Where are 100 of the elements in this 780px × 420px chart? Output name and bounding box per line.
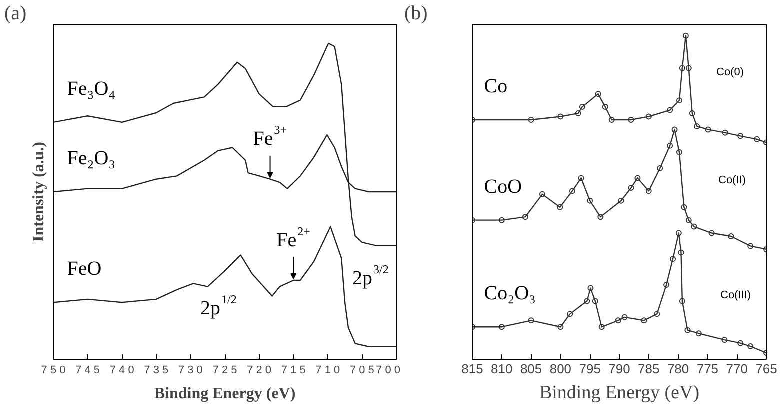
point — [628, 116, 634, 123]
x-tick-label: 790 — [608, 362, 630, 376]
x-tick-label: 7 2 5 — [212, 364, 238, 376]
point — [557, 204, 564, 210]
text: (a) — [4, 2, 27, 24]
point — [498, 217, 505, 224]
annotation: Co(II) — [718, 174, 746, 186]
point — [708, 230, 715, 236]
point — [684, 327, 691, 334]
point — [592, 298, 598, 304]
point — [689, 110, 696, 117]
point — [676, 230, 682, 236]
x-axis-title: Binding Energy (eV) — [154, 386, 296, 402]
point — [646, 188, 652, 194]
point — [587, 198, 594, 204]
annotation: Co(III) — [720, 290, 752, 302]
point — [738, 133, 744, 140]
x-tick-label: 800 — [550, 362, 572, 376]
point — [598, 214, 604, 220]
point — [622, 314, 628, 320]
point — [696, 330, 702, 337]
x-tick-label: 775 — [696, 362, 719, 376]
x-tick-label: 7 0 0 — [376, 364, 401, 376]
point — [588, 285, 594, 292]
point — [657, 166, 664, 172]
point — [682, 32, 689, 39]
x-tick-label: 785 — [638, 362, 660, 376]
point — [528, 318, 534, 324]
point — [628, 184, 634, 191]
x-axis-title: Binding Energy (eV) — [539, 382, 700, 404]
text: (b) — [404, 2, 428, 24]
series-label: FeO — [67, 258, 102, 280]
series-label: Co₂O₃ — [484, 282, 536, 305]
point — [618, 198, 624, 204]
point — [705, 126, 712, 133]
point — [667, 142, 674, 149]
point — [754, 136, 760, 142]
point — [641, 318, 648, 324]
point — [579, 104, 586, 110]
series-label: Co — [484, 75, 508, 98]
point — [567, 311, 574, 318]
x-tick-label: 795 — [579, 362, 601, 376]
point — [608, 116, 615, 123]
point — [615, 318, 622, 324]
point — [722, 337, 728, 344]
x-tick-label: 7 2 0 — [247, 364, 272, 376]
point — [728, 234, 734, 240]
x-tick-label: 805 — [520, 362, 542, 376]
point — [498, 324, 505, 330]
point — [679, 298, 686, 304]
point — [681, 204, 688, 210]
point — [595, 91, 602, 98]
point — [522, 214, 528, 220]
point — [664, 282, 670, 288]
x-tick-label: 765 — [756, 362, 778, 376]
point — [584, 298, 590, 304]
point — [558, 324, 564, 330]
point — [722, 130, 728, 136]
point — [686, 65, 692, 72]
point — [679, 65, 686, 72]
point — [539, 191, 546, 198]
point — [670, 256, 676, 262]
point — [598, 324, 605, 330]
point — [694, 123, 700, 130]
point — [748, 344, 754, 350]
point — [575, 110, 582, 117]
x-tick-label: 7 4 5 — [76, 364, 100, 376]
series-label: Fe₃O₄ — [67, 78, 116, 100]
point — [654, 311, 660, 318]
point — [678, 250, 684, 256]
x-tick-label: 770 — [726, 362, 748, 376]
x-tick-label: 815 — [462, 362, 484, 376]
x-tick-label: 810 — [491, 362, 513, 376]
point — [691, 224, 698, 230]
point — [634, 175, 641, 182]
point — [672, 126, 678, 133]
point — [602, 104, 608, 110]
point — [667, 107, 674, 114]
y-axis-title: Intensity (a.u.) — [30, 142, 48, 242]
point — [558, 114, 564, 120]
series-label: Fe₂O₃ — [67, 148, 116, 170]
point — [676, 98, 682, 104]
point — [738, 340, 744, 346]
point — [676, 149, 682, 156]
point — [686, 217, 692, 224]
point — [569, 188, 576, 194]
x-tick-label: 7 1 0 — [316, 364, 340, 376]
x-tick-label: 7 3 0 — [178, 364, 203, 376]
x-tick-label: 780 — [667, 362, 690, 376]
x-tick-label: 7 5 0 — [41, 364, 66, 376]
annotation: Co(0) — [716, 66, 744, 78]
point — [748, 243, 754, 250]
x-tick-label: 7 4 0 — [110, 364, 134, 376]
x-tick-label: 7 1 5 — [281, 364, 306, 376]
point — [646, 114, 652, 120]
point — [578, 175, 584, 182]
x-tick-label: 7 3 5 — [144, 364, 169, 376]
series-label: CoO — [484, 176, 522, 198]
x-tick-label: 7 0 5 — [350, 364, 374, 376]
point — [528, 116, 534, 123]
